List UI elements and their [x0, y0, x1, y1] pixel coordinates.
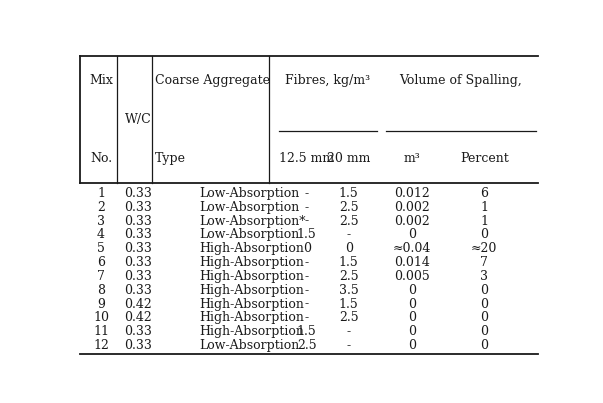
Text: Fibres, kg/m³: Fibres, kg/m³: [285, 75, 370, 87]
Text: Coarse Aggregate: Coarse Aggregate: [155, 75, 270, 87]
Text: -: -: [305, 214, 309, 228]
Text: m³: m³: [403, 152, 420, 165]
Text: 0: 0: [408, 284, 416, 297]
Text: 7: 7: [97, 270, 105, 283]
Text: High-Absorption: High-Absorption: [199, 297, 304, 311]
Text: ≈0.04: ≈0.04: [393, 242, 431, 255]
Text: -: -: [305, 201, 309, 214]
Text: 0: 0: [480, 339, 488, 352]
Text: W/C: W/C: [125, 113, 152, 126]
Text: 3: 3: [480, 270, 488, 283]
Text: 1.5: 1.5: [297, 325, 317, 338]
Text: 9: 9: [97, 297, 105, 311]
Text: 1.5: 1.5: [339, 297, 359, 311]
Text: 2.5: 2.5: [339, 201, 359, 214]
Text: -: -: [305, 187, 309, 200]
Text: 0.014: 0.014: [394, 256, 430, 269]
Text: 1: 1: [480, 214, 488, 228]
Text: -: -: [347, 229, 351, 241]
Text: Low-Absorption: Low-Absorption: [199, 229, 300, 241]
Text: 2.5: 2.5: [339, 214, 359, 228]
Text: 0.33: 0.33: [125, 270, 153, 283]
Text: 0.012: 0.012: [394, 187, 430, 200]
Text: 11: 11: [93, 325, 109, 338]
Text: 0: 0: [408, 325, 416, 338]
Text: 0: 0: [480, 325, 488, 338]
Text: 5: 5: [97, 242, 105, 255]
Text: 0.33: 0.33: [125, 242, 153, 255]
Text: 0.005: 0.005: [394, 270, 430, 283]
Text: 3: 3: [97, 214, 105, 228]
Text: 0: 0: [303, 242, 311, 255]
Text: 0: 0: [480, 312, 488, 324]
Text: 0: 0: [408, 312, 416, 324]
Text: -: -: [305, 270, 309, 283]
Text: 0.33: 0.33: [125, 229, 153, 241]
Text: High-Absorption: High-Absorption: [199, 325, 304, 338]
Text: -: -: [305, 284, 309, 297]
Text: 0: 0: [480, 297, 488, 311]
Text: High-Absorption: High-Absorption: [199, 312, 304, 324]
Text: 0.33: 0.33: [125, 201, 153, 214]
Text: 0.33: 0.33: [125, 256, 153, 269]
Text: 0.42: 0.42: [125, 312, 153, 324]
Text: 0: 0: [408, 297, 416, 311]
Text: Low-Absorption: Low-Absorption: [199, 187, 300, 200]
Text: 12: 12: [93, 339, 109, 352]
Text: 0.002: 0.002: [394, 214, 430, 228]
Text: 0: 0: [345, 242, 353, 255]
Text: Low-Absorption: Low-Absorption: [199, 201, 300, 214]
Text: 0.33: 0.33: [125, 325, 153, 338]
Text: 1.5: 1.5: [297, 229, 317, 241]
Text: -: -: [305, 256, 309, 269]
Text: Low-Absorption*: Low-Absorption*: [199, 214, 306, 228]
Text: High-Absorption: High-Absorption: [199, 242, 304, 255]
Text: 2.5: 2.5: [339, 270, 359, 283]
Text: -: -: [305, 312, 309, 324]
Text: -: -: [305, 297, 309, 311]
Text: 0.33: 0.33: [125, 339, 153, 352]
Text: No.: No.: [90, 152, 112, 165]
Text: 20 mm: 20 mm: [327, 152, 370, 165]
Text: 4: 4: [97, 229, 105, 241]
Text: 3.5: 3.5: [339, 284, 359, 297]
Text: 2.5: 2.5: [297, 339, 317, 352]
Text: 1.5: 1.5: [339, 256, 359, 269]
Text: 6: 6: [97, 256, 105, 269]
Text: Volume of Spalling,: Volume of Spalling,: [400, 75, 522, 87]
Text: 0.002: 0.002: [394, 201, 430, 214]
Text: 0: 0: [408, 229, 416, 241]
Text: 1.5: 1.5: [339, 187, 359, 200]
Text: 0: 0: [480, 229, 488, 241]
Text: 0.33: 0.33: [125, 214, 153, 228]
Text: 7: 7: [481, 256, 488, 269]
Text: 10: 10: [93, 312, 109, 324]
Text: 0.33: 0.33: [125, 284, 153, 297]
Text: ≈20: ≈20: [471, 242, 497, 255]
Text: 1: 1: [480, 201, 488, 214]
Text: 1: 1: [97, 187, 105, 200]
Text: 0: 0: [480, 284, 488, 297]
Text: 6: 6: [480, 187, 488, 200]
Text: 12.5 mm: 12.5 mm: [279, 152, 334, 165]
Text: Percent: Percent: [460, 152, 509, 165]
Text: 2.5: 2.5: [339, 312, 359, 324]
Text: 2: 2: [97, 201, 105, 214]
Text: Low-Absorption: Low-Absorption: [199, 339, 300, 352]
Text: -: -: [347, 325, 351, 338]
Text: Mix: Mix: [89, 75, 113, 87]
Text: Type: Type: [155, 152, 186, 165]
Text: 0.33: 0.33: [125, 187, 153, 200]
Text: 0.42: 0.42: [125, 297, 153, 311]
Text: 8: 8: [97, 284, 105, 297]
Text: 0: 0: [408, 339, 416, 352]
Text: -: -: [347, 339, 351, 352]
Text: High-Absorption: High-Absorption: [199, 256, 304, 269]
Text: High-Absorption: High-Absorption: [199, 270, 304, 283]
Text: High-Absorption: High-Absorption: [199, 284, 304, 297]
